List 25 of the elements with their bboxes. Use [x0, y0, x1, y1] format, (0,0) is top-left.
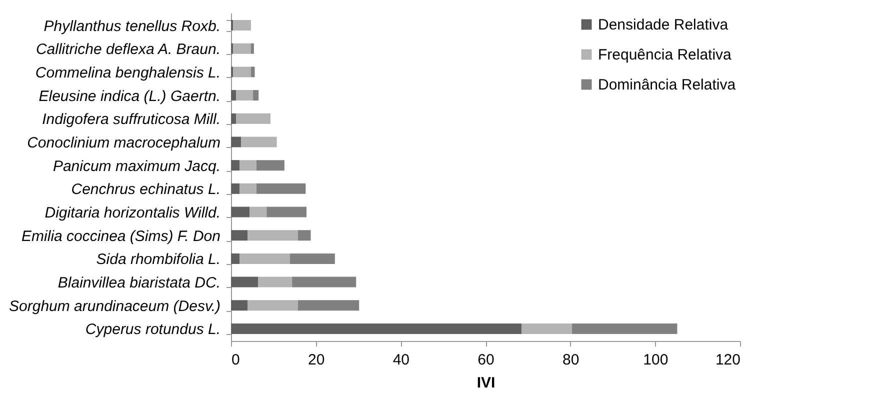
y-tick-label: Eleusine indica (L.) Gaertn.: [38, 88, 220, 105]
x-tick-label: 40: [392, 352, 410, 368]
x-tick-label: 80: [562, 352, 580, 368]
y-tick-label: Panicum maximum Jacq.: [52, 158, 220, 175]
y-tick-label: Commelina benghalensis L.: [35, 64, 220, 82]
legend-label: Frequência Relativa: [598, 46, 732, 64]
y-tick-label: Sida rhombifolia L.: [96, 251, 220, 268]
x-tick-label: 100: [643, 352, 668, 368]
y-tick-label: Conoclinium macrocephalum: [27, 134, 220, 152]
y-tick-label: Sorghum arundinaceum (Desv.): [9, 298, 220, 315]
x-tick-label: 20: [308, 352, 325, 368]
x-tick-label: 60: [478, 352, 494, 368]
legend-label: Dominância Relativa: [598, 76, 736, 94]
y-tick-label: Callitriche deflexa A. Braun.: [36, 41, 220, 58]
x-tick-label: 120: [715, 352, 740, 368]
y-tick-label: Blainvillea biaristata DC.: [58, 274, 220, 292]
y-tick-label: Indigofera suffruticosa Mill.: [42, 111, 220, 128]
y-tick-label: Cenchrus echinatus L.: [71, 181, 220, 198]
x-axis-title: IVI: [476, 374, 496, 392]
y-tick-label: Phyllanthus tenellus Roxb.: [44, 18, 220, 35]
legend-label: Densidade Relativa: [598, 16, 729, 34]
y-tick-label: Emilia coccinea (Sims) F. Don: [22, 228, 220, 245]
y-tick-label: Digitaria horizontalis Willd.: [44, 204, 220, 222]
y-tick-label: Cyperus rotundus L.: [85, 321, 220, 338]
x-tick-label: 0: [232, 352, 240, 368]
